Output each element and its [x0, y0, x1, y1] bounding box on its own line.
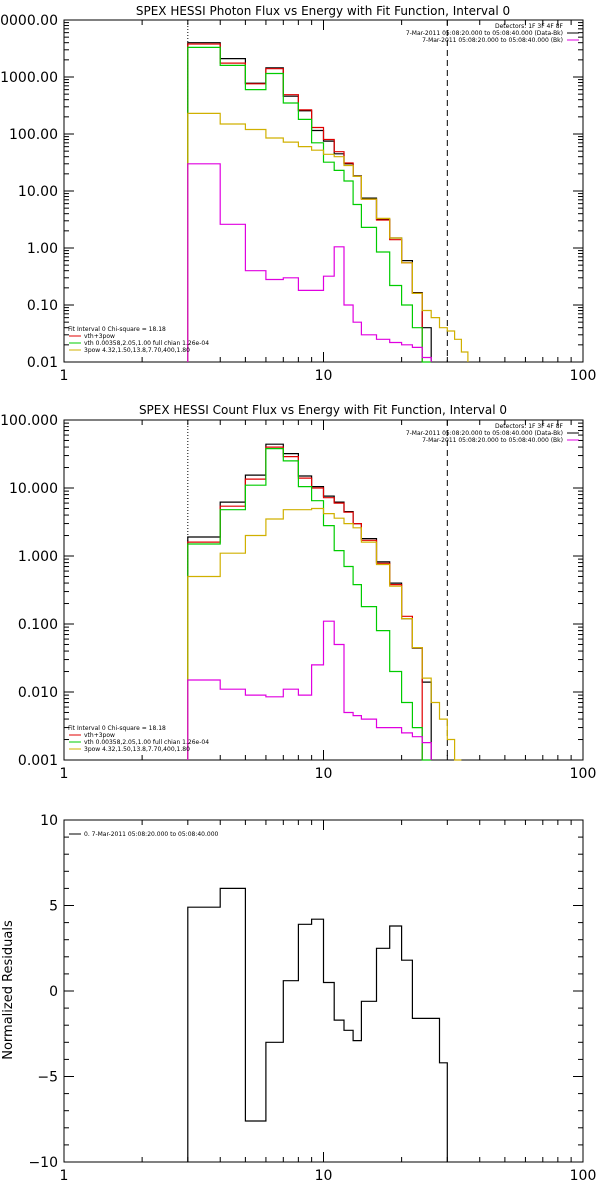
y-tick-label: 0 [49, 984, 58, 1000]
photon-flux-title: SPEX HESSI Photon Flux vs Energy with Fi… [136, 4, 510, 18]
x-tick-label: 100 [570, 766, 597, 782]
legend-entry: vth+3pow [84, 333, 115, 340]
series-line-0 [187, 443, 432, 760]
legend-entry: vth 0.00358,2.05,1.00 full chian 1.26e-0… [84, 340, 209, 347]
info-text: 7-Mar-2011 05:08:20.000 to 05:08:40.000 … [422, 437, 563, 444]
x-tick-label: 10 [315, 1168, 333, 1184]
y-tick-label: −10 [28, 1155, 58, 1171]
y-tick-label: 5 [49, 899, 58, 915]
series-line-4 [187, 163, 432, 362]
series-line-3 [187, 112, 469, 362]
count-flux-title: SPEX HESSI Count Flux vs Energy with Fit… [139, 403, 507, 417]
plot-frame [63, 819, 584, 1163]
series-line-0 [187, 42, 432, 362]
y-tick-label: 10.00 [18, 184, 58, 200]
legend-entry: vth 0.00358,2.05,1.00 full chian 1.26e-0… [84, 739, 209, 746]
y-tick-label: 0.10 [27, 298, 58, 314]
legend-entry: 0. 7-Mar-2011 05:08:20.000 to 05:08:40.0… [84, 831, 219, 838]
plot-frame [63, 19, 584, 363]
residuals-plot: Normalized Residuals 1 10 100 10 5 0 −5 −10 0. 7… [1, 813, 596, 1184]
y-tick-label: 0.001 [18, 753, 58, 769]
y-tick-label: 0.100 [18, 617, 58, 633]
y-tick-label: 1000.00 [0, 70, 58, 86]
x-tick-label: 1 [60, 368, 69, 384]
y-tick-label: 1.000 [18, 549, 58, 565]
x-tick-label: 10 [315, 368, 333, 384]
legend-entry: Fit Interval 0 Chi-square = 18.18 [68, 326, 166, 333]
x-tick-label: 100 [570, 1168, 597, 1184]
count-flux-plot: SPEX HESSI Count Flux vs Energy with Fit… [0, 403, 596, 782]
series-line-2 [187, 448, 432, 761]
series-line-3 [187, 507, 462, 761]
y-tick-label: −5 [37, 1070, 58, 1086]
info-text: Detectors: 1F 3F 4F 8F [495, 23, 564, 30]
y-tick-label: 100.000 [0, 413, 58, 429]
legend-entry: vth+3pow [84, 732, 115, 739]
photon-flux-plot: SPEX HESSI Photon Flux vs Energy with Fi… [0, 4, 596, 384]
series-line-1 [187, 446, 423, 760]
y-tick-label: 10 [40, 813, 58, 829]
legend-entry: Fit Interval 0 Chi-square = 18.18 [68, 725, 166, 732]
x-tick-label: 100 [570, 368, 597, 384]
residuals-ylabel: Normalized Residuals [1, 920, 16, 1060]
series-line-2 [187, 46, 432, 363]
x-tick-label: 10 [315, 766, 333, 782]
x-tick-label: 1 [60, 1168, 69, 1184]
y-tick-label: 0.010 [18, 685, 58, 701]
y-tick-label: 0.01 [27, 355, 58, 371]
series-line-1 [187, 43, 423, 362]
info-text: 7-Mar-2011 05:08:20.000 to 05:08:40.000 … [422, 37, 563, 44]
legend-entry: 3pow 4.32,1.50,13.8,7.70,400,1.80 [84, 746, 190, 753]
y-tick-label: 10.000 [9, 481, 58, 497]
legend-entry: 3pow 4.32,1.50,13.8,7.70,400,1.80 [84, 347, 190, 354]
y-tick-label: 100.00 [9, 127, 58, 143]
plot-frame [63, 419, 584, 761]
x-tick-label: 1 [60, 766, 69, 782]
series-line-0 [187, 887, 448, 1162]
y-tick-label: 1.00 [27, 241, 58, 257]
series-line-4 [187, 620, 432, 760]
info-text: 7-Mar-2011 05:08:20.000 to 05:08:40.000 … [406, 30, 563, 37]
info-text: Detectors: 1F 3F 4F 8F [495, 423, 564, 430]
info-text: 7-Mar-2011 05:08:20.000 to 05:08:40.000 … [406, 430, 563, 437]
